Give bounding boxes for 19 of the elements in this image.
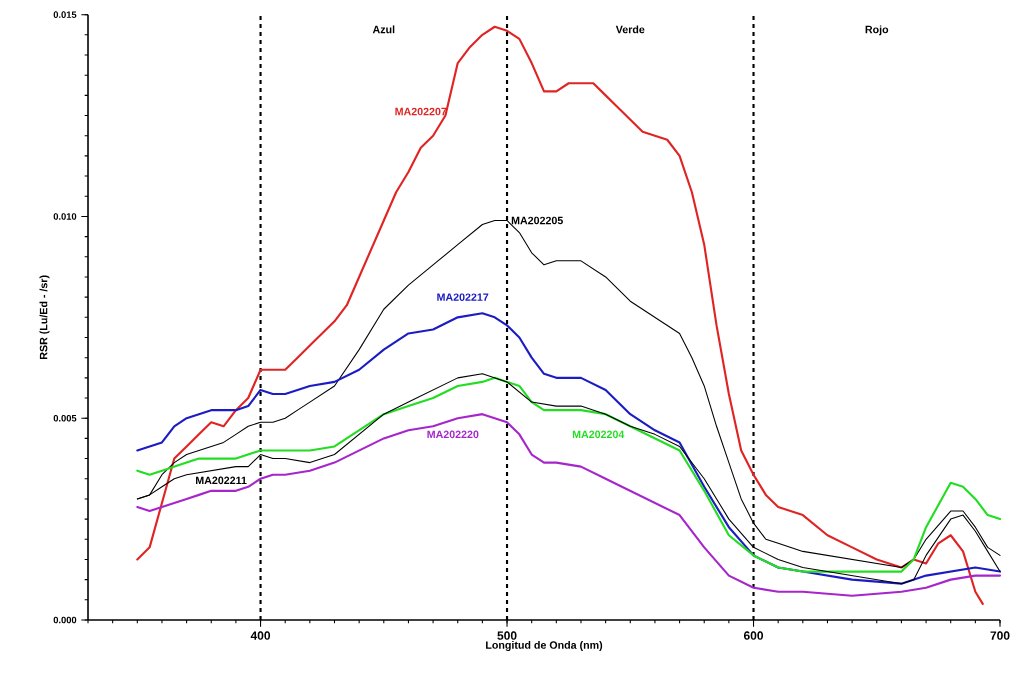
x-axis-title: Longitud de Onda (nm) — [486, 641, 603, 652]
annotation: Rojo — [865, 25, 889, 36]
series-label: MA202220 — [427, 430, 479, 439]
series-label: MA202204 — [572, 430, 625, 439]
y-tick-label: 0.015 — [53, 11, 77, 19]
series-label: MA202207 — [395, 107, 447, 116]
x-tick-label: 500 — [497, 631, 517, 641]
series-label: MA202211 — [196, 476, 247, 485]
y-tick-label: 0.000 — [53, 616, 77, 624]
series-label: MA202205 — [511, 216, 563, 225]
x-tick-label: 700 — [990, 631, 1010, 641]
y-tick-label: 0.005 — [53, 415, 77, 422]
y-axis-title: RSR (Lu/Ed - /sr) — [39, 275, 50, 360]
x-tick-label: 400 — [250, 631, 271, 641]
x-tick-label: 600 — [743, 631, 764, 641]
annotation: Azul — [372, 25, 395, 34]
y-tick-label: 0.010 — [53, 213, 77, 220]
series-label: MA202217 — [437, 293, 489, 302]
annotation: Verde — [615, 25, 645, 34]
